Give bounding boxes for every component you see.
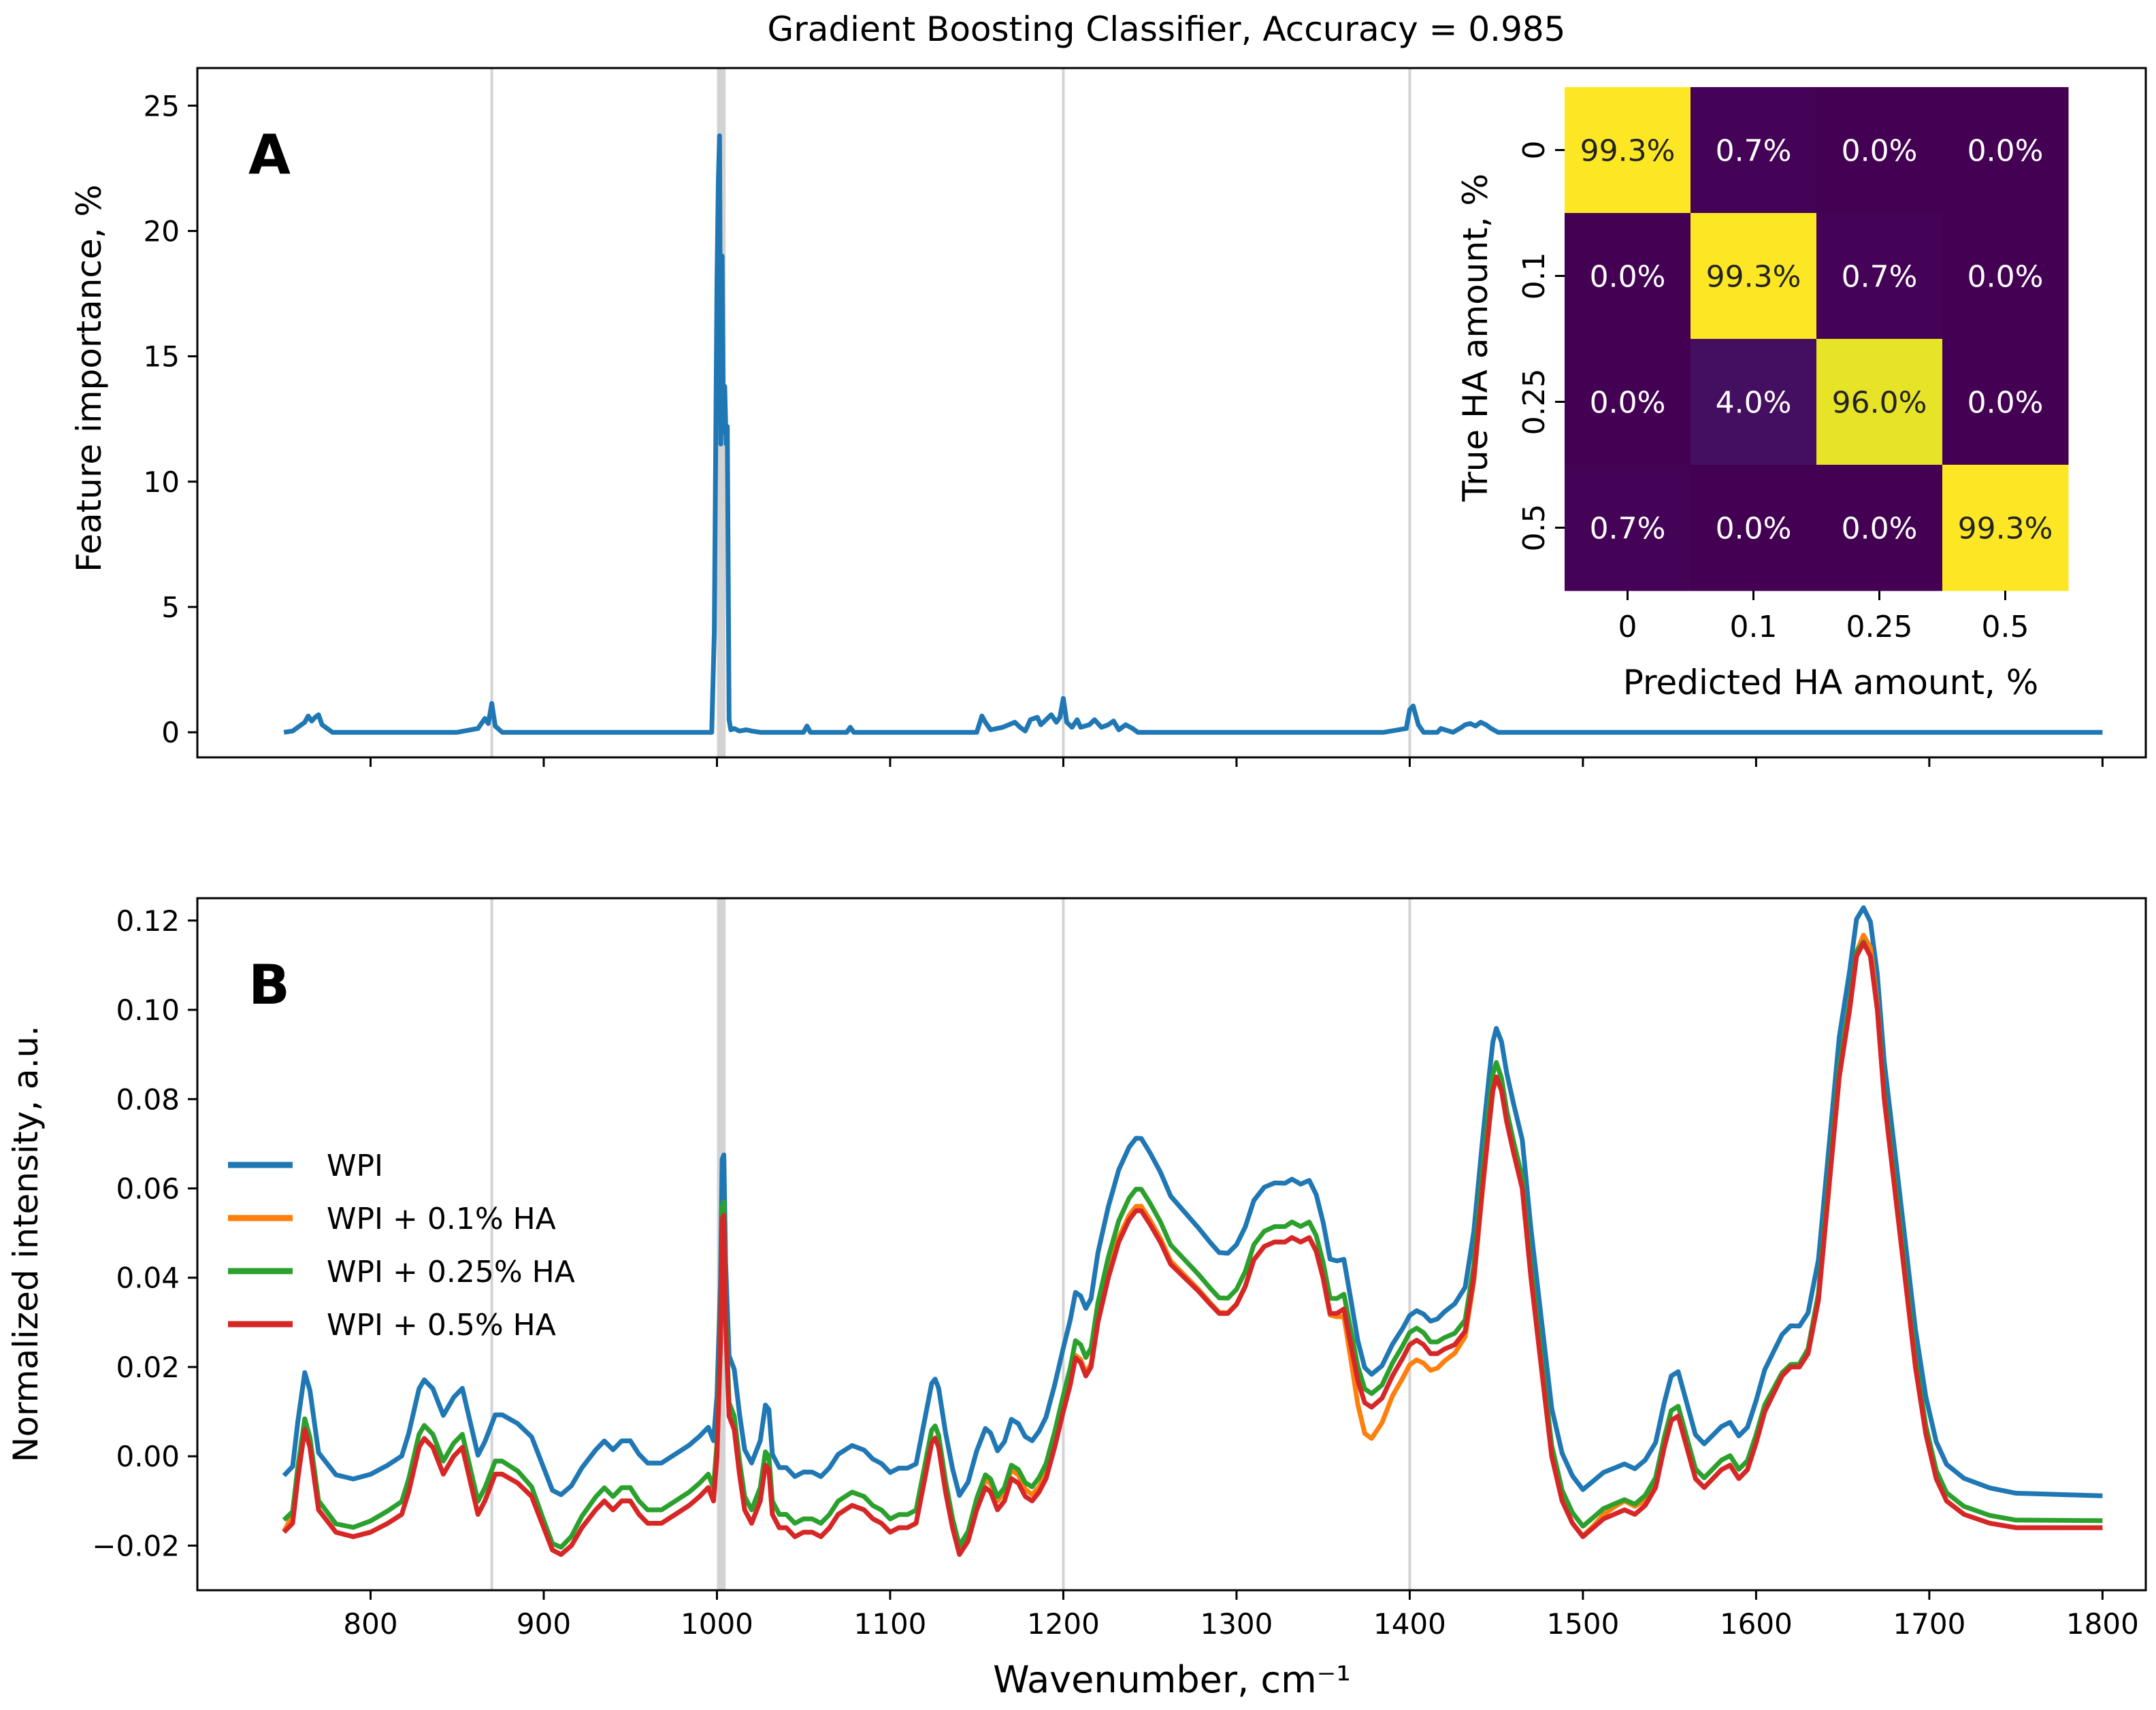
panel-a-ylabel: Feature importance, % <box>69 184 109 572</box>
confusion-matrix-value: 0.0% <box>1590 260 1666 295</box>
confusion-matrix-value: 0.7% <box>1590 512 1666 546</box>
y-tick-label: 0.06 <box>116 1172 180 1205</box>
spectrum-line-wpi-0-5-ha <box>282 940 2103 1557</box>
panel-b-ylabel: Normalized intensity, a.u. <box>6 1025 46 1462</box>
x-tick-label: 900 <box>517 1607 571 1641</box>
x-tick-label: 1800 <box>2066 1607 2139 1641</box>
figure-xlabel: Wavenumber, cm⁻¹ <box>993 1658 1351 1701</box>
confusion-matrix-value: 99.3% <box>1580 134 1676 169</box>
x-tick-label: 1400 <box>1373 1607 1446 1641</box>
confusion-matrix-y-tick-label: 0 <box>1517 141 1552 160</box>
confusion-matrix-x-tick-label: 0.1 <box>1730 610 1778 644</box>
panel-b-letter: B <box>248 953 290 1017</box>
confusion-matrix-x-tick-label: 0.5 <box>1982 610 2029 644</box>
confusion-matrix-y-tick-label: 0.25 <box>1517 369 1552 435</box>
x-tick-label: 1300 <box>1200 1607 1273 1641</box>
y-tick-label: 10 <box>144 465 180 499</box>
confusion-matrix-cell <box>1690 465 1817 591</box>
confusion-matrix-cell <box>1942 87 2069 214</box>
x-tick-label: 1500 <box>1546 1607 1619 1641</box>
confusion-matrix-ylabel: True HA amount, % <box>1456 174 1495 502</box>
confusion-matrix-cell <box>1565 87 1691 214</box>
y-tick-label: 0.02 <box>116 1351 180 1384</box>
confusion-matrix-cell <box>1690 87 1817 214</box>
panel-a-x-ticks <box>369 757 2104 767</box>
confusion-matrix-value: 4.0% <box>1716 386 1792 421</box>
confusion-matrix-cells <box>1565 87 2069 591</box>
confusion-matrix-x-tick-label: 0.25 <box>1846 610 1913 644</box>
confusion-matrix-cell <box>1565 213 1691 340</box>
confusion-matrix-value: 0.0% <box>1967 386 2044 421</box>
panel-b: −0.02 0.00 0.02 0.04 0.06 0.08 0.10 0.12 800 900… <box>6 897 2147 1641</box>
confusion-matrix-y-tick-label: 0.1 <box>1517 252 1552 300</box>
y-tick-label: 5 <box>161 591 180 624</box>
panel-b-frame <box>196 897 2147 1592</box>
confusion-matrix-cell <box>1942 465 2069 591</box>
confusion-matrix-value: 99.3% <box>1958 512 2053 546</box>
confusion-matrix-cell <box>1942 339 2069 465</box>
confusion-matrix-value: 0.0% <box>1716 512 1792 546</box>
panel-a-frame <box>196 67 2147 759</box>
legend-label: WPI + 0.5% HA <box>327 1308 556 1343</box>
confusion-matrix-ticks: 0 0 0.1 0.1 0.25 0.25 0.5 0.5 <box>1517 141 2029 645</box>
x-tick-label: 1000 <box>681 1607 753 1641</box>
panel-b-x-ticks: 800 900 1000 1100 1200 1300 1400 1500 1600 1700 18… <box>343 1590 2139 1641</box>
confusion-matrix-value: 0.0% <box>1590 386 1666 421</box>
confusion-matrix-value: 0.0% <box>1842 512 1918 546</box>
legend-label: WPI + 0.25% HA <box>327 1255 575 1289</box>
y-tick-label: 0.10 <box>116 993 180 1027</box>
confusion-matrix-cell <box>1816 213 1943 340</box>
y-tick-label: −0.02 <box>92 1529 180 1562</box>
confusion-matrix-value: 0.0% <box>1842 134 1918 169</box>
confusion-matrix-cell <box>1690 213 1817 340</box>
y-tick-label: 20 <box>144 214 180 248</box>
confusion-matrix-cell <box>1565 465 1691 591</box>
y-tick-label: 0.04 <box>116 1262 180 1295</box>
confusion-matrix-value: 96.0% <box>1832 386 1927 421</box>
confusion-matrix-cell <box>1816 87 1943 214</box>
spectrum-line-wpi-0-25-ha <box>282 939 2103 1550</box>
x-tick-label: 1600 <box>1720 1607 1793 1641</box>
legend-label: WPI <box>327 1149 383 1183</box>
feature-importance-line <box>283 133 2103 735</box>
confusion-matrix-x-tick-label: 0 <box>1618 610 1637 644</box>
figure-title: Gradient Boosting Classifier, Accuracy =… <box>768 10 1566 49</box>
confusion-matrix-value: 0.7% <box>1716 134 1792 169</box>
y-tick-label: 0.08 <box>116 1083 180 1116</box>
confusion-matrix-value: 0.7% <box>1842 260 1918 295</box>
confusion-matrix-value: 0.0% <box>1967 260 2044 295</box>
confusion-matrix-value: 0.0% <box>1967 134 2044 169</box>
y-tick-label: 0.00 <box>116 1440 180 1473</box>
panel-a-letter: A <box>248 123 291 186</box>
panel-b-y-ticks: −0.02 0.00 0.02 0.04 0.06 0.08 0.10 0.12 <box>92 904 197 1562</box>
legend-label: WPI + 0.1% HA <box>327 1202 556 1236</box>
spectrum-line-wpi <box>282 905 2103 1498</box>
legend: WPI WPI + 0.1% HA WPI + 0.25% HA WPI + 0.5%… <box>228 1149 575 1343</box>
confusion-matrix-cell <box>1816 465 1943 591</box>
confusion-matrix-value: 99.3% <box>1706 260 1801 295</box>
confusion-matrix-cell <box>1565 339 1691 465</box>
confusion-matrix-y-tick-label: 0.5 <box>1517 504 1552 552</box>
x-tick-label: 1700 <box>1893 1607 1965 1641</box>
confusion-matrix-cell-labels: 99.3% 0.7% 0.0% 0.0% 0.0% 99.3% 0.7% 0.0% 0.0% 4.… <box>1580 134 2053 546</box>
confusion-matrix-cell <box>1690 339 1817 465</box>
y-tick-label: 25 <box>144 89 180 122</box>
panel-b-plot <box>282 905 2103 1557</box>
y-tick-label: 0.12 <box>116 904 180 938</box>
x-tick-label: 800 <box>343 1607 397 1641</box>
panel-a-plot <box>283 133 2103 735</box>
confusion-matrix-cell <box>1816 339 1943 465</box>
confusion-matrix-xlabel: Predicted HA amount, % <box>1623 663 2039 702</box>
panel-a-y-ticks: 0 5 10 15 20 25 <box>144 89 197 749</box>
confusion-matrix-cell <box>1942 213 2069 340</box>
y-tick-label: 0 <box>161 716 180 749</box>
confusion-matrix: 99.3% 0.7% 0.0% 0.0% 0.0% 99.3% 0.7% 0.0% 0.0% 4.… <box>1456 87 2069 702</box>
x-tick-label: 1100 <box>854 1607 927 1641</box>
y-tick-label: 15 <box>144 340 180 374</box>
x-tick-label: 1200 <box>1027 1607 1100 1641</box>
